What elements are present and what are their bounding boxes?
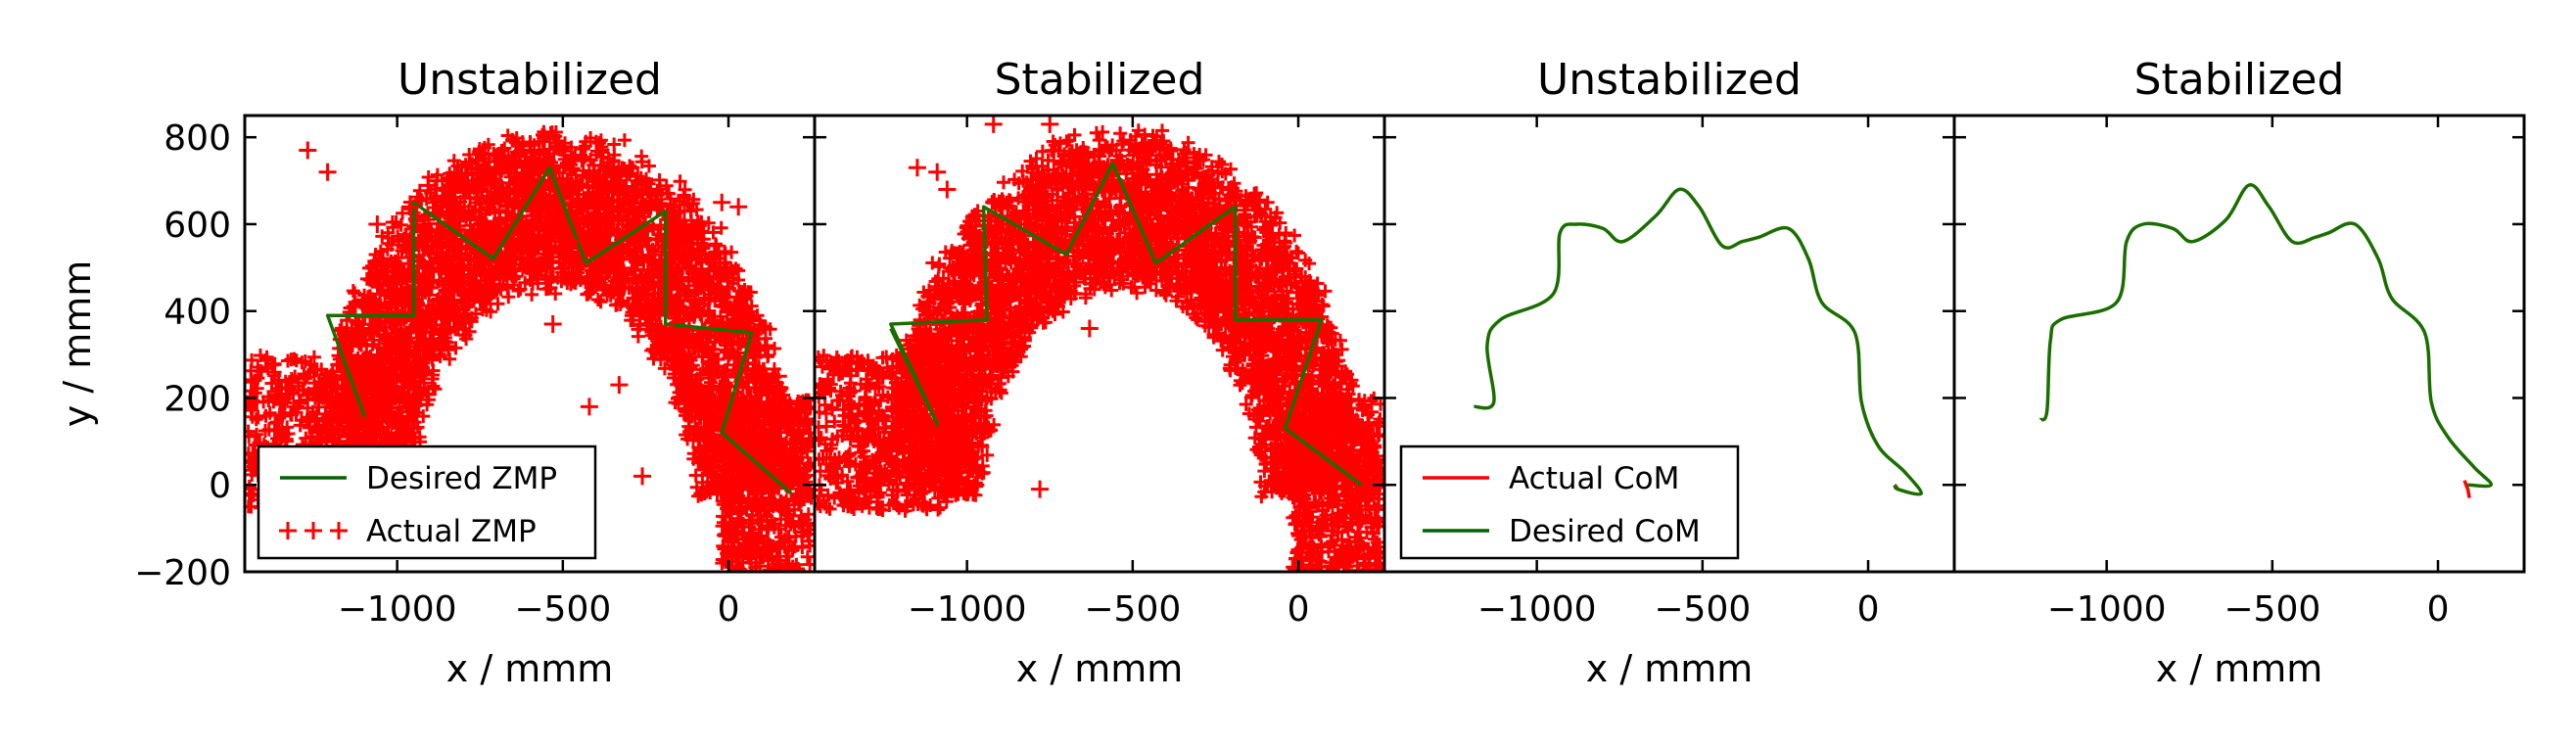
plot-area <box>245 124 815 572</box>
desired-zmp-line <box>889 162 1363 487</box>
panel-title: Stabilized <box>2134 55 2345 105</box>
legend-plus-swatch <box>279 522 297 539</box>
plot-area <box>2038 183 2493 498</box>
legend-label: Desired CoM <box>1509 514 1701 549</box>
actual-zmp-point <box>610 376 629 395</box>
actual-zmp-point <box>401 198 420 216</box>
x-tick-label: −1000 <box>1477 589 1597 630</box>
axes-frame <box>1952 114 2526 574</box>
actual-zmp-point <box>368 214 387 233</box>
x-axis-label: x / mmm <box>2156 647 2323 690</box>
x-tick-label: −1000 <box>908 589 1027 630</box>
x-tick-label: 0 <box>1288 589 1310 630</box>
actual-zmp-cloud-markers <box>815 123 1384 572</box>
x-tick-label: 0 <box>2427 589 2450 630</box>
legend-box <box>1399 445 1740 560</box>
actual-zmp-point <box>1080 319 1099 338</box>
actual-zmp-point <box>308 419 327 438</box>
actual-zmp-point <box>461 189 480 208</box>
x-tick-label: −500 <box>1654 589 1751 630</box>
panel-1: −1000 −500 0 −200 0 200 400 600 800 Unstabilized x… <box>56 55 817 690</box>
actual-zmp-point <box>679 271 698 290</box>
desired-zmp-line <box>325 165 793 495</box>
y-tick-label: 0 <box>209 466 231 506</box>
actual-zmp-point <box>560 232 579 251</box>
actual-zmp-outlier-points <box>299 137 787 486</box>
x-axis-label: x / mmm <box>446 647 614 690</box>
actual-zmp-point <box>1031 480 1050 498</box>
actual-zmp-point <box>428 171 446 190</box>
actual-zmp-cloud <box>815 123 1384 572</box>
actual-zmp-point <box>318 163 337 181</box>
actual-zmp-point <box>938 180 957 199</box>
x-tick-label: −1000 <box>2047 589 2167 630</box>
panel-3: −1000 −500 0 Unstabilized x / mmm <box>1382 55 1956 690</box>
legend-plus-swatch <box>304 522 322 539</box>
y-tick-label: 200 <box>164 379 231 419</box>
legend-com: Actual CoM Desired CoM <box>1399 445 1740 560</box>
actual-com-line <box>2462 480 2471 498</box>
y-tick-label: 600 <box>164 206 231 246</box>
y-axis-label: y / mmm <box>56 260 99 428</box>
actual-zmp-point <box>643 293 662 311</box>
x-tick-label: −500 <box>2224 589 2320 630</box>
panel-2: −1000 −500 0 Stabilized x / mmm <box>813 55 1386 690</box>
panel-title: Unstabilized <box>1537 55 1802 105</box>
plot-area <box>815 116 1384 572</box>
actual-zmp-point <box>580 398 598 416</box>
actual-zmp-point <box>404 419 423 438</box>
x-axis-label: x / mmm <box>1586 647 1754 690</box>
actual-zmp-point <box>663 323 681 342</box>
x-tick-label: 0 <box>1857 589 1880 630</box>
x-tick-label: −500 <box>514 589 611 630</box>
y-tick-label: 800 <box>164 118 231 159</box>
desired-com-line <box>1473 187 1923 496</box>
actual-zmp-outlier-points <box>908 116 1099 498</box>
legend-zmp: Desired ZMP Actual ZMP <box>257 445 597 560</box>
x-tick-label: 0 <box>718 589 740 630</box>
legend-label: Actual CoM <box>1509 461 1679 496</box>
actual-zmp-point <box>514 137 533 156</box>
x-tick-label: −500 <box>1084 589 1181 630</box>
actual-zmp-point <box>746 398 765 416</box>
y-tick-label: −200 <box>134 553 231 593</box>
actual-zmp-point <box>713 193 731 211</box>
actual-zmp-point <box>620 211 638 229</box>
actual-zmp-point <box>984 116 1003 133</box>
x-tick-label: −1000 <box>338 589 457 630</box>
actual-zmp-point <box>633 467 652 486</box>
actual-zmp-point <box>1041 116 1059 133</box>
actual-zmp-point <box>769 367 787 386</box>
actual-zmp-point <box>600 207 619 225</box>
plot-area <box>1473 187 1923 496</box>
x-axis-label: x / mmm <box>1016 647 1184 690</box>
actual-zmp-point <box>729 198 748 216</box>
panel-title: Unstabilized <box>398 55 662 105</box>
y-tick-label: 400 <box>164 293 231 333</box>
legend-label: Actual ZMP <box>366 514 537 549</box>
panel-title: Stabilized <box>995 55 1205 105</box>
actual-zmp-point <box>543 315 562 334</box>
legend-plus-swatch <box>330 522 348 539</box>
actual-zmp-point <box>908 159 926 177</box>
panel-4: −1000 −500 0 Stabilized x / mmm <box>1952 55 2526 690</box>
actual-zmp-point <box>928 163 947 181</box>
actual-zmp-point <box>699 289 718 307</box>
legend-label: Desired ZMP <box>366 461 557 496</box>
actual-zmp-point <box>299 141 317 160</box>
desired-com-line <box>2038 183 2493 489</box>
